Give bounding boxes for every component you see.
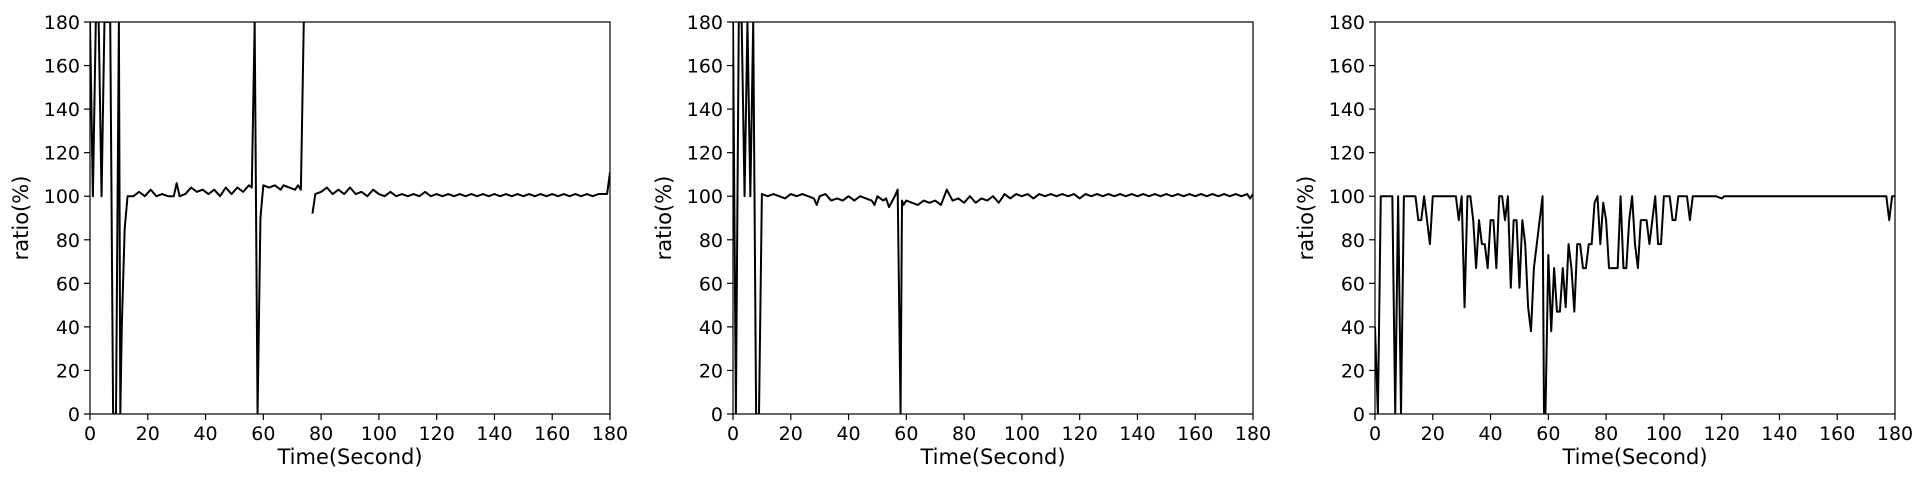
y-tick-label: 40: [699, 317, 723, 339]
plot-frame: [89, 21, 611, 415]
x-tick-label: 160: [1819, 423, 1855, 445]
x-tick-label: 180: [1235, 423, 1271, 445]
y-tick-label: 40: [56, 317, 80, 339]
y-tick-label: 140: [687, 99, 723, 121]
plot-frame: [1374, 21, 1896, 415]
x-tick-label: 140: [476, 423, 512, 445]
series-line-1: [1375, 195, 1895, 414]
y-tick-label: 100: [44, 186, 80, 208]
x-tick-label: 160: [534, 423, 570, 445]
x-tick-label: 80: [1594, 423, 1618, 445]
y-tick-label: 180: [1329, 12, 1365, 34]
y-tick-label: 80: [1341, 230, 1365, 252]
y-tick-label: 160: [687, 56, 723, 78]
x-tick-label: 20: [779, 423, 803, 445]
y-tick-label: 0: [711, 404, 723, 426]
x-tick-label: 100: [361, 423, 397, 445]
series-line-1: [90, 22, 305, 414]
x-tick-label: 60: [251, 423, 275, 445]
x-tick-label: 140: [1761, 423, 1797, 445]
y-tick-label: 20: [56, 360, 80, 382]
y-tick-label: 60: [56, 273, 80, 295]
y-tick-label: 120: [44, 143, 80, 165]
x-tick-label: 20: [136, 423, 160, 445]
x-tick-label: 160: [1177, 423, 1213, 445]
y-tick-label: 180: [687, 12, 723, 34]
x-tick-label: 40: [836, 423, 860, 445]
y-tick-label: 180: [44, 12, 80, 34]
x-tick-label: 80: [952, 423, 976, 445]
x-tick-label: 120: [419, 423, 455, 445]
x-axis-label: Time(Second): [1561, 445, 1707, 469]
x-tick-label: 60: [894, 423, 918, 445]
x-axis-label: Time(Second): [276, 445, 422, 469]
y-axis-label: ratio(%): [1294, 176, 1318, 261]
y-tick-label: 120: [1329, 143, 1365, 165]
y-tick-label: 20: [699, 360, 723, 382]
y-tick-label: 100: [687, 186, 723, 208]
series-line-2: [311, 172, 610, 214]
y-tick-label: 0: [68, 404, 80, 426]
y-tick-label: 60: [1341, 273, 1365, 295]
y-tick-label: 100: [1329, 186, 1365, 208]
y-axis-label: ratio(%): [652, 176, 676, 261]
y-tick-label: 20: [1341, 360, 1365, 382]
x-tick-label: 40: [193, 423, 217, 445]
x-tick-label: 60: [1536, 423, 1560, 445]
x-tick-label: 120: [1062, 423, 1098, 445]
y-tick-label: 140: [44, 99, 80, 121]
series-group: [1375, 195, 1895, 414]
series-group: [90, 22, 610, 414]
y-tick-label: 80: [699, 230, 723, 252]
chart-panel-1: 0 20 40 60 80 100 120 140 160 180 0 20 40 60 80 100 120 1…: [9, 12, 628, 469]
x-tick-label: 0: [84, 423, 96, 445]
x-tick-label: 120: [1704, 423, 1740, 445]
x-tick-label: 20: [1421, 423, 1445, 445]
x-tick-label: 80: [309, 423, 333, 445]
chart-panel-2: 0 20 40 60 80 100 120 140 160 180 0 20 40 60 80 100 120 1…: [652, 12, 1271, 469]
y-tick-label: 80: [56, 230, 80, 252]
y-tick-label: 160: [1329, 56, 1365, 78]
series-line-1: [733, 22, 1253, 414]
x-tick-label: 100: [1646, 423, 1682, 445]
x-tick-label: 180: [592, 423, 628, 445]
x-tick-label: 100: [1004, 423, 1040, 445]
x-tick-label: 140: [1119, 423, 1155, 445]
x-axis-label: Time(Second): [919, 445, 1065, 469]
y-tick-label: 0: [1353, 404, 1365, 426]
x-tick-label: 0: [1369, 423, 1381, 445]
y-tick-label: 60: [699, 273, 723, 295]
y-tick-label: 160: [44, 56, 80, 78]
x-tick-label: 40: [1478, 423, 1502, 445]
y-tick-label: 120: [687, 143, 723, 165]
series-group: [733, 22, 1253, 414]
chart-panel-3: 0 20 40 60 80 100 120 140 160 180 0 20 40 60 80 100 120 1…: [1294, 12, 1913, 469]
y-tick-label: 140: [1329, 99, 1365, 121]
y-axis-label: ratio(%): [9, 176, 33, 261]
x-tick-label: 0: [727, 423, 739, 445]
x-tick-label: 180: [1877, 423, 1913, 445]
y-tick-label: 40: [1341, 317, 1365, 339]
plot-frame: [732, 21, 1254, 415]
